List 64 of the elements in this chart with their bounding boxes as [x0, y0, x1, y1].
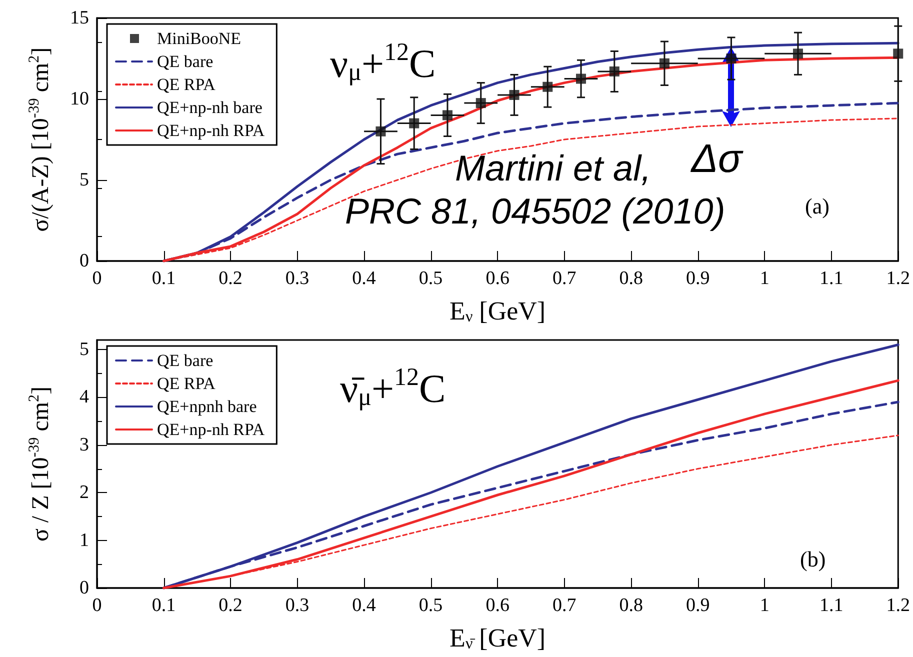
y-tick-label: 1 — [80, 530, 89, 551]
point — [576, 74, 586, 84]
legend-label: QE RPA — [157, 374, 216, 393]
annotation: Martini et al, — [455, 148, 652, 188]
x-tick-label: 0.1 — [152, 268, 176, 289]
x-tick-label: 1.1 — [819, 268, 844, 289]
x-tick-label: 0.6 — [486, 595, 510, 616]
legend-label: QE+np-nh bare — [157, 98, 262, 117]
legend-label: QE+np-nh RPA — [157, 121, 266, 140]
x-tick-label: 0.8 — [619, 595, 643, 616]
x-tick-label: 0.9 — [686, 595, 710, 616]
y-axis-title: σ/(A-Z) [10-39 cm2] — [26, 47, 54, 232]
y-tick-label: 10 — [70, 88, 89, 110]
point — [409, 118, 420, 128]
y-tick-label: 3 — [80, 434, 89, 456]
x-tick-label: 0.7 — [552, 268, 576, 289]
point — [509, 90, 520, 100]
x-tick-label: 0.4 — [352, 595, 376, 616]
annotation: Δσ — [690, 137, 744, 182]
y-tick-label: 0 — [80, 250, 89, 272]
annotation: PRC 81, 045502 (2010) — [345, 190, 726, 232]
x-tick-label: 0.9 — [686, 268, 710, 289]
point — [476, 98, 486, 108]
y-tick-label: 15 — [70, 8, 89, 28]
x-tick-label: 0.4 — [352, 268, 376, 289]
annotation: (b) — [800, 546, 826, 572]
x-tick-label: 0.5 — [418, 595, 443, 616]
legend-label: QE+npnh bare — [157, 397, 257, 416]
point — [659, 58, 670, 68]
x-tick-label: 0.3 — [285, 595, 310, 616]
x-tick-label: 0.3 — [285, 268, 310, 289]
point — [893, 48, 904, 59]
x-tick-label: 0.2 — [218, 595, 242, 616]
x-tick-label: 1 — [760, 268, 770, 289]
legend-label: QE bare — [157, 351, 214, 370]
point — [376, 126, 386, 136]
x-tick-label: 1 — [760, 595, 770, 616]
y-tick-label: 5 — [80, 170, 89, 190]
x-tick-label: 0.6 — [486, 268, 510, 289]
x-tick-label: 1.2 — [886, 268, 910, 289]
point — [726, 54, 736, 64]
y-tick-label: 4 — [80, 386, 90, 408]
x-tick-label: 1.1 — [819, 595, 844, 616]
y-tick-label: 2 — [80, 482, 89, 504]
point — [542, 82, 553, 92]
x-tick-label: 0.8 — [619, 268, 643, 289]
legend-label: QE RPA — [157, 75, 216, 94]
point — [609, 66, 620, 76]
y-tick-label: 0 — [80, 578, 89, 598]
x-axis-title: Eν [GeV] — [450, 296, 546, 326]
x-tick-label: 0.1 — [152, 595, 176, 616]
y-axis-title: σ / Z [10-39 cm2] — [26, 386, 54, 542]
legend-label: QE bare — [157, 52, 214, 71]
legend-label: MiniBooNE — [157, 29, 242, 48]
annotation: (a) — [805, 194, 830, 218]
y-tick-label: 5 — [80, 339, 89, 360]
legend-label: QE+np-nh RPA — [157, 420, 266, 439]
x-tick-label: 1.2 — [886, 595, 910, 616]
x-tick-label: 0.5 — [418, 268, 443, 289]
x-axis-title: Eν̄ [GeV] — [450, 624, 546, 652]
point — [442, 110, 452, 120]
x-tick-label: 0.2 — [218, 268, 242, 289]
point — [792, 48, 803, 59]
x-tick-label: 0.7 — [552, 595, 576, 616]
